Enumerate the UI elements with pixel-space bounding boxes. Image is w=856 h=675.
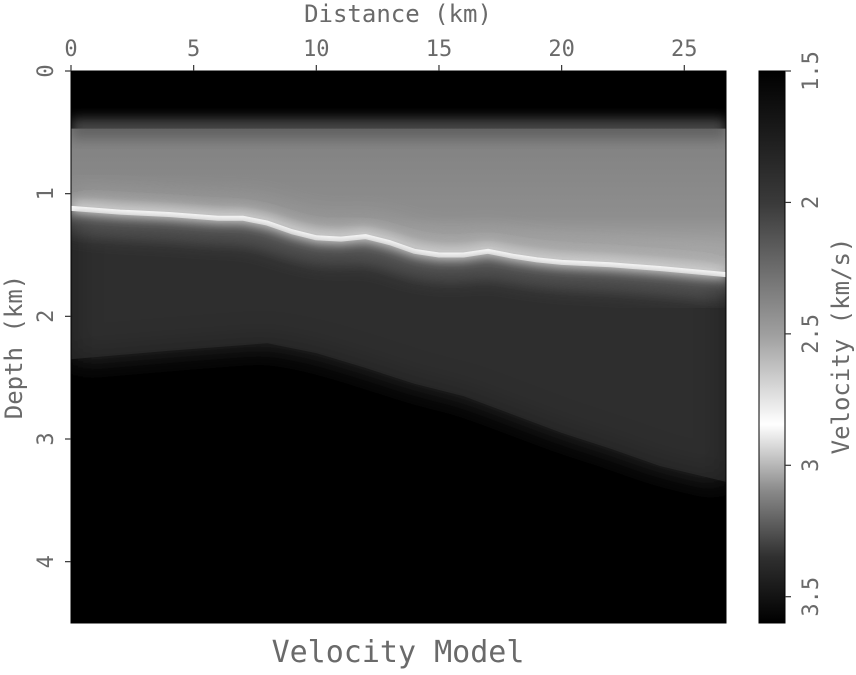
colorbar-tick-label-3.5: 3.5 <box>799 577 824 617</box>
colorbar-tick-label-2.5: 2.5 <box>799 314 824 354</box>
x-tick-label-10: 10 <box>303 37 330 62</box>
colorbar-tick-label-2: 2 <box>799 196 824 209</box>
x-tick-label-15: 15 <box>426 37 453 62</box>
colorbar-label: Velocity (km/s) <box>827 238 855 455</box>
water-bottom-transition <box>71 118 726 139</box>
axes: 0 5 10 15 20 25 0 1 2 3 4 <box>34 37 727 624</box>
plot-frame <box>70 70 727 624</box>
sediment-layer <box>71 128 726 275</box>
y-tick-label-4: 4 <box>34 555 59 568</box>
x-axis-label: Distance (km) <box>304 0 492 28</box>
chart-title: Velocity Model <box>272 635 525 670</box>
y-tick-label-2: 2 <box>34 310 59 323</box>
bright-reflector <box>71 205 726 278</box>
y-tick-label-3: 3 <box>34 432 59 445</box>
y-axis-label: Depth (km) <box>0 275 28 420</box>
plot-area <box>71 71 726 623</box>
x-tick-label-25: 25 <box>671 37 698 62</box>
colorbar-tick-label-3: 3 <box>799 459 824 472</box>
x-tick-label-5: 5 <box>187 37 200 62</box>
colorbar-tick-label-1.5: 1.5 <box>799 51 824 91</box>
colorbar-scale <box>758 70 786 624</box>
colorbar: 1.5 2 2.5 3 3.5 <box>758 51 824 624</box>
reflector-underside <box>71 213 726 298</box>
x-tick-label-20: 20 <box>548 37 575 62</box>
x-tick-label-0: 0 <box>64 37 77 62</box>
y-tick-label-0: 0 <box>34 64 59 77</box>
y-tick-label-1: 1 <box>34 187 59 200</box>
